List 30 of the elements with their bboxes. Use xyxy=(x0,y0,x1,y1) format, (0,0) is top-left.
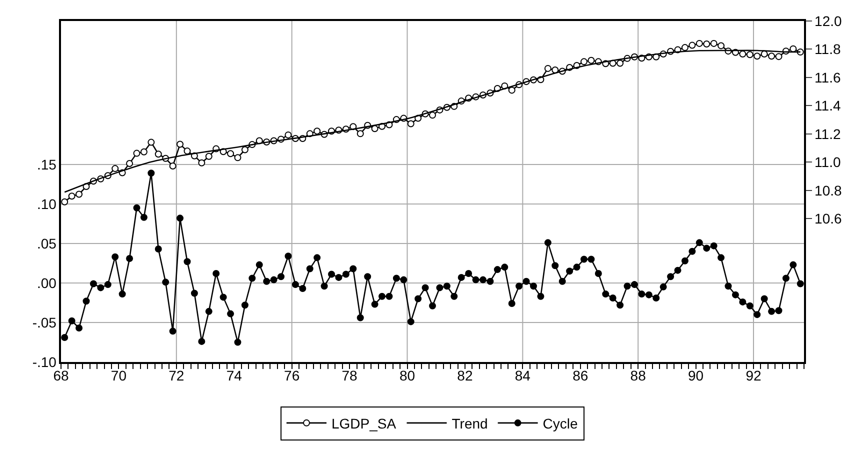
y-tick-label: .10 xyxy=(36,196,57,212)
y-tick-label: .05 xyxy=(36,235,57,252)
y2-tick-label: 10.8 xyxy=(814,182,842,198)
y2-tick-label: 11.4 xyxy=(814,98,841,114)
y2-tick-label: 10.6 xyxy=(814,210,842,227)
x-tick-label: 88 xyxy=(630,368,646,384)
x-tick-label: 78 xyxy=(342,368,358,384)
x-tick-label: 82 xyxy=(457,368,473,384)
legend-label: Cycle xyxy=(542,415,578,432)
y-tick-label: .00 xyxy=(36,274,57,291)
x-tick-label: 76 xyxy=(284,368,300,384)
x-tick-label: 80 xyxy=(399,368,416,384)
y-tick-label: .15 xyxy=(36,156,57,172)
y2-tick-label: 11.0 xyxy=(814,154,841,170)
y2-tick-label: 11.8 xyxy=(814,41,841,58)
y-tick-label: -.05 xyxy=(32,314,57,330)
x-tick-label: 84 xyxy=(514,368,531,384)
x-tick-label: 90 xyxy=(688,368,704,384)
y2-tick-label: 12.0 xyxy=(814,12,842,29)
legend-label: Trend xyxy=(452,415,488,432)
x-tick-label: 68 xyxy=(53,368,69,384)
y2-tick-label: 11.2 xyxy=(814,126,841,142)
y2-tick-label: 11.6 xyxy=(814,69,841,86)
y-tick-label: -.10 xyxy=(32,354,57,370)
x-tick-label: 70 xyxy=(110,368,127,384)
x-tick-label: 92 xyxy=(746,368,762,384)
legend-label: LGDP_SA xyxy=(332,415,397,432)
x-tick-label: 72 xyxy=(168,368,184,384)
x-tick-label: 86 xyxy=(572,368,588,384)
x-tick-label: 74 xyxy=(226,368,242,384)
